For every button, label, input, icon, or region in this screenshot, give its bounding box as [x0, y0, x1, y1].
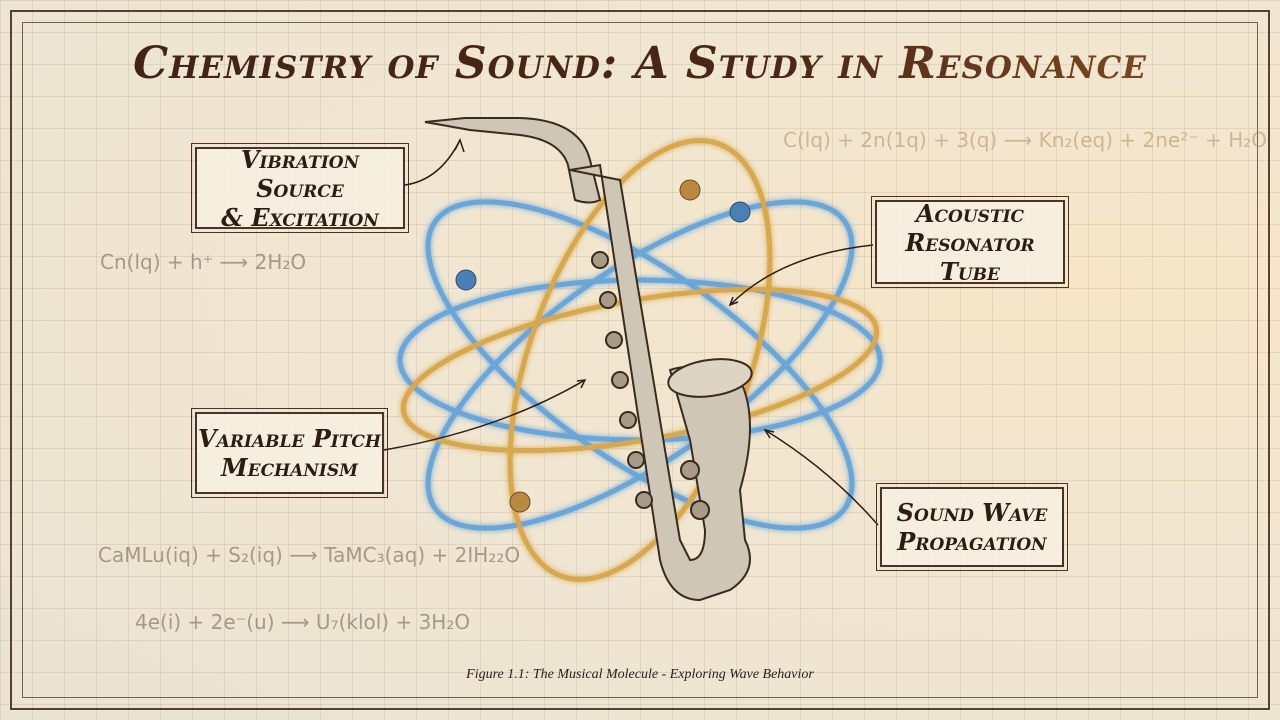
- figure-caption: Figure 1.1: The Musical Molecule - Explo…: [466, 667, 814, 682]
- equation-top-right: C(lq) + 2n(1q) + 3(q) ⟶ Kn₂(eq) + 2ne²⁻ …: [783, 128, 1268, 152]
- label-line: Resonator Tube: [905, 227, 1035, 286]
- label-variable-pitch: Variable Pitch Mechanism: [191, 408, 388, 498]
- label-line: Sound Wave: [896, 498, 1048, 527]
- label-line: Acoustic: [915, 198, 1025, 228]
- label-line: Propagation: [897, 527, 1047, 556]
- inner-frame: [22, 22, 1258, 698]
- saxophone-icon: [424, 117, 753, 602]
- equation-bottom-2: 4e(i) + 2e⁻(u) ⟶ U₇(klol) + 3H₂O: [135, 610, 471, 634]
- orbit-blue-2: [425, 199, 855, 531]
- equation-left: Cn(lq) + h⁺ ⟶ 2H₂O: [100, 250, 307, 274]
- label-line: & Excitation: [221, 202, 379, 232]
- label-vibration-source: Vibration Source & Excitation: [191, 143, 409, 233]
- electrons: [455, 179, 751, 513]
- page-title: Chemistry of Sound: A Study in Resonance: [0, 38, 1280, 89]
- label-line: Vibration Source: [240, 144, 360, 203]
- outer-frame: [10, 10, 1270, 710]
- label-sound-wave: Sound Wave Propagation: [876, 483, 1068, 571]
- equation-bottom-1: CaMLu(iq) + S₂(iq) ⟶ TaMC₃(aq) + 2IH₂₂O: [98, 543, 521, 567]
- label-line: Variable Pitch: [198, 424, 381, 453]
- label-line: Mechanism: [221, 453, 358, 482]
- label-acoustic-resonator: Acoustic Resonator Tube: [871, 196, 1069, 288]
- pointer-arrows: [383, 138, 879, 526]
